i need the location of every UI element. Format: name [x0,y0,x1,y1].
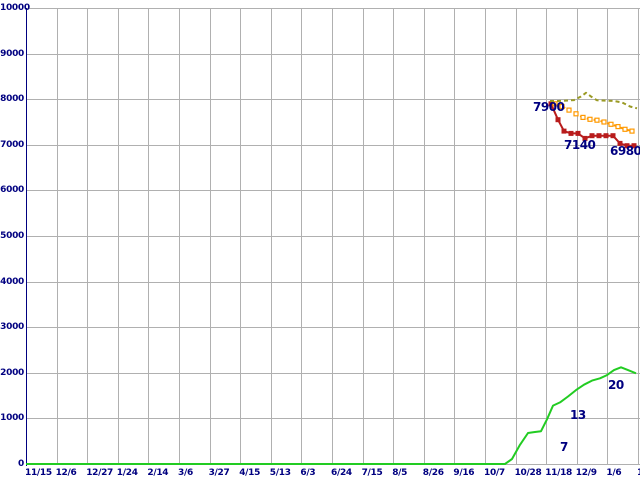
x-axis-tick-label: 12/6 [55,468,77,478]
series-marker [596,133,602,139]
y-axis-tick-label: 8000 [0,94,24,104]
series-marker [608,121,614,127]
series-marker [603,133,609,139]
series-line [26,366,637,465]
x-axis-tick-label: 4/15 [239,468,261,478]
y-axis-tick-label: 1000 [0,413,24,423]
x-axis-tick-label: 12/27 [86,468,114,478]
series-marker [587,116,593,122]
series-marker [555,117,561,123]
x-axis-tick-label: 6/24 [331,468,352,478]
y-axis-tick-label: 0 [18,459,24,469]
series-marker [631,143,637,149]
x-axis-tick-label: 5/13 [269,468,291,478]
series-marker [559,103,565,110]
x-axis-tick-label: 8/26 [422,468,444,478]
x-axis-tick-label: 3/27 [208,468,230,478]
x-axis-tick-label: 12/9 [575,468,597,478]
series-marker [575,130,581,136]
series-marker [594,117,600,123]
x-axis-tick-label: 11/15 [25,468,52,478]
x-axis-tick-label: 7/15 [361,468,383,478]
y-axis-tick-label: 3000 [0,322,24,332]
series-marker [566,107,572,113]
series-marker [589,133,595,139]
x-axis-tick-label: 1/27 [637,468,640,478]
data-point-label: 7900 [533,100,565,114]
x-axis-tick-label: 10/28 [514,468,542,478]
series-orange-dashed [552,101,635,134]
data-point-label: 20 [608,378,624,392]
series-marker [601,119,607,125]
x-axis-tick-label: 1/24 [116,468,138,478]
y-axis-tick-label: 5000 [0,231,24,241]
y-axis-tick-label: 10000 [0,3,30,13]
x-axis-tick-label: 11/18 [545,468,573,478]
x-axis-tick-label: 2/14 [147,468,169,478]
y-axis-tick-label: 4000 [0,277,24,287]
series-marker [582,135,588,141]
series-line [550,91,638,110]
series-marker [580,114,586,121]
series-marker [622,126,628,132]
data-point-label: 7140 [564,138,596,152]
y-axis-tick-label: 2000 [0,368,24,378]
series-marker [610,133,616,139]
series-marker [552,101,558,107]
series-dark-red-solid [548,101,637,149]
series-marker [617,140,623,146]
series-marker [624,143,630,149]
series-olive-dashed [550,91,638,110]
y-axis-tick-label: 7000 [0,140,24,150]
x-axis-tick-label: 3/6 [178,468,193,478]
series-marker [568,130,574,136]
data-point-label: 7 [560,440,568,454]
x-axis-tick-label: 1/6 [606,468,622,478]
series-marker [629,128,635,134]
x-axis-tick-label: 8/5 [392,468,408,478]
x-axis-tick-label: 9/16 [453,468,475,478]
grid-lines [26,8,640,465]
series-green-solid [26,366,637,465]
series-marker [548,101,554,107]
series-marker [573,111,579,117]
data-point-label: 6980 [610,144,640,158]
y-axis-tick-label: 6000 [0,185,24,195]
x-axis-tick-label: 6/3 [300,468,316,478]
data-point-label: 13 [570,408,586,422]
series-marker [615,123,621,130]
y-axis-tick-label: 9000 [0,49,24,59]
x-axis-tick-label: 10/7 [484,468,505,478]
series-marker [561,128,567,134]
